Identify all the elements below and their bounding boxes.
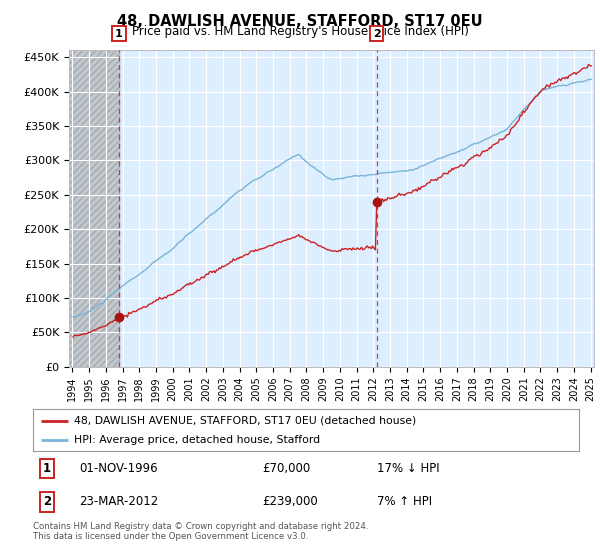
Text: HPI: Average price, detached house, Stafford: HPI: Average price, detached house, Staf… [74, 435, 320, 445]
Text: 48, DAWLISH AVENUE, STAFFORD, ST17 0EU: 48, DAWLISH AVENUE, STAFFORD, ST17 0EU [117, 14, 483, 29]
Text: 23-MAR-2012: 23-MAR-2012 [79, 496, 158, 508]
Text: 01-NOV-1996: 01-NOV-1996 [79, 462, 158, 475]
Text: Contains HM Land Registry data © Crown copyright and database right 2024.
This d: Contains HM Land Registry data © Crown c… [33, 522, 368, 542]
Text: Price paid vs. HM Land Registry's House Price Index (HPI): Price paid vs. HM Land Registry's House … [131, 25, 469, 38]
Text: 2: 2 [373, 29, 380, 39]
Bar [69, 50, 120, 367]
Text: £239,000: £239,000 [262, 496, 318, 508]
Text: £70,000: £70,000 [262, 462, 311, 475]
Text: 2: 2 [43, 496, 51, 508]
Text: 48, DAWLISH AVENUE, STAFFORD, ST17 0EU (detached house): 48, DAWLISH AVENUE, STAFFORD, ST17 0EU (… [74, 416, 416, 426]
Text: 1: 1 [43, 462, 51, 475]
Text: 7% ↑ HPI: 7% ↑ HPI [377, 496, 432, 508]
Text: 1: 1 [115, 29, 123, 39]
Text: 17% ↓ HPI: 17% ↓ HPI [377, 462, 440, 475]
